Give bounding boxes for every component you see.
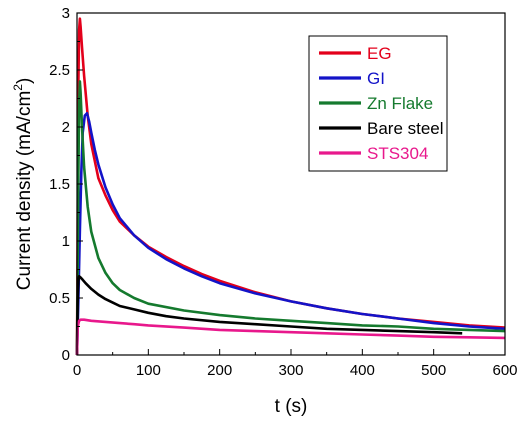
y-tick-label: 0.5 [49,290,70,307]
y-axis-title: Current density (mA/cm2) [11,78,35,291]
series-line-gi [75,112,506,356]
y-tick-label: 3 [62,5,70,22]
x-tick-label: 0 [73,362,81,379]
axis-tick-labels: 0 100 200 300 400 500 600 0 0.5 1 1.5 2 2.5 3 [49,5,517,379]
series-line-zn-flake [75,80,506,356]
y-tick-label: 0 [62,347,70,364]
axis-ticks [76,12,506,356]
x-tick-label: 400 [350,362,375,379]
x-tick-label: 300 [278,362,303,379]
y-tick-label: 2.5 [49,62,70,79]
series-line-sts304 [75,318,506,356]
legend-label-gi: GI [367,69,385,88]
y-tick-label: 1 [62,233,70,250]
y-tick-label: 1.5 [49,176,70,193]
x-tick-label: 600 [492,362,517,379]
y-axis-title-main: Current density (mA/cm [14,91,35,291]
legend: EG GI Zn Flake Bare steel STS304 [308,35,448,172]
x-tick-label: 100 [136,362,161,379]
x-tick-label: 500 [421,362,446,379]
y-tick-label: 2 [62,119,70,136]
y-axis-title-sup: 2 [11,84,25,91]
legend-label-zn-flake: Zn Flake [367,94,433,113]
y-axis-title-tail: ) [14,78,35,84]
x-tick-label: 200 [207,362,232,379]
series-line-bare-steel [75,275,463,356]
legend-label-bare-steel: Bare steel [367,119,444,138]
plot-lines [75,17,506,356]
legend-label-eg: EG [367,44,392,63]
x-axis-title: t (s) [275,396,308,417]
legend-label-sts304: STS304 [367,144,428,163]
